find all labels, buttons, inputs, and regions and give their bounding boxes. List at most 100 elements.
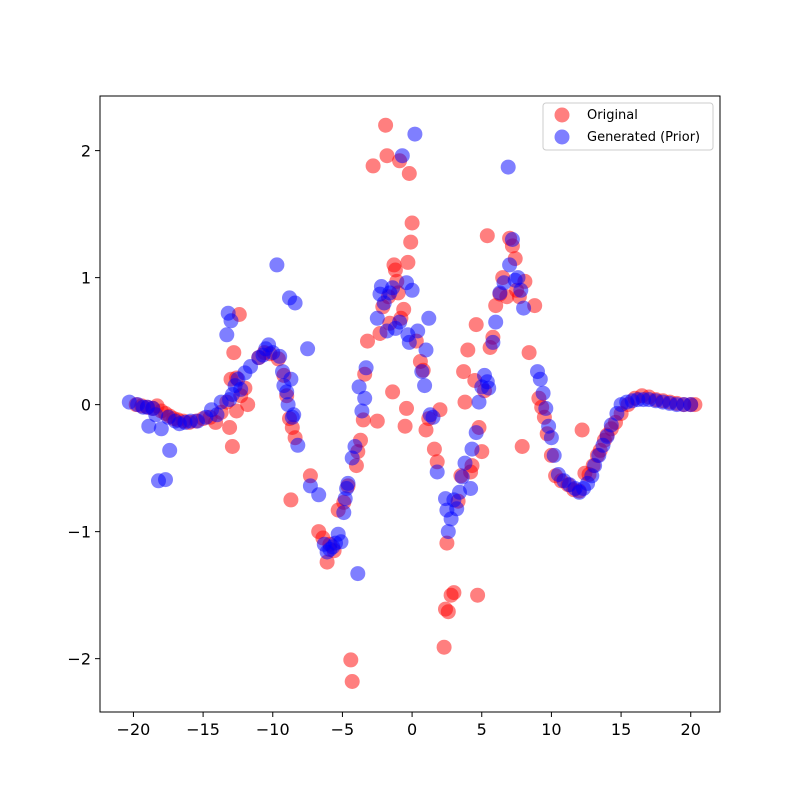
data-point bbox=[148, 407, 164, 423]
data-point bbox=[392, 314, 408, 330]
data-point bbox=[538, 400, 554, 416]
data-point bbox=[283, 492, 299, 508]
x-tick-label: −5 bbox=[331, 720, 355, 739]
data-point bbox=[414, 364, 430, 380]
x-tick-label: 5 bbox=[477, 720, 487, 739]
data-point bbox=[394, 148, 410, 164]
data-point bbox=[369, 310, 385, 326]
data-point bbox=[479, 228, 495, 244]
data-point bbox=[410, 323, 426, 339]
legend-box bbox=[542, 102, 714, 151]
data-point bbox=[343, 652, 359, 668]
data-point bbox=[532, 371, 548, 387]
data-point bbox=[226, 345, 242, 361]
x-tick-label: 10 bbox=[541, 720, 561, 739]
data-point bbox=[504, 232, 520, 247]
data-point bbox=[439, 535, 455, 551]
plot-frame bbox=[99, 95, 721, 713]
data-point bbox=[358, 360, 374, 376]
data-point bbox=[300, 341, 316, 357]
data-point bbox=[417, 378, 433, 394]
data-point bbox=[457, 455, 473, 471]
points-layer bbox=[121, 117, 703, 689]
data-point bbox=[535, 385, 551, 401]
data-point bbox=[407, 126, 423, 142]
data-point bbox=[599, 428, 615, 444]
data-point bbox=[369, 413, 385, 429]
data-point bbox=[229, 403, 244, 419]
data-point bbox=[400, 254, 416, 270]
data-point bbox=[347, 439, 363, 454]
data-point bbox=[457, 394, 473, 410]
data-point bbox=[344, 674, 360, 689]
x-tick-label: −20 bbox=[117, 720, 151, 739]
data-point bbox=[333, 534, 349, 550]
data-point bbox=[360, 333, 375, 349]
data-point bbox=[436, 639, 452, 655]
y-tick-label: 1 bbox=[81, 269, 91, 288]
data-point bbox=[454, 469, 470, 485]
data-point bbox=[344, 450, 360, 466]
data-point bbox=[502, 257, 518, 273]
data-point bbox=[421, 310, 437, 326]
data-point bbox=[233, 381, 249, 397]
y-tick-label: −2 bbox=[67, 650, 91, 669]
data-point bbox=[283, 371, 299, 387]
x-tick-label: 15 bbox=[611, 720, 631, 739]
data-point bbox=[209, 407, 225, 423]
legend-marker-generated bbox=[554, 129, 570, 145]
data-point bbox=[543, 430, 559, 446]
data-point bbox=[471, 394, 487, 410]
data-point bbox=[286, 407, 302, 423]
data-point bbox=[401, 166, 417, 181]
data-point bbox=[440, 604, 456, 620]
data-point bbox=[158, 472, 173, 488]
data-point bbox=[488, 298, 504, 314]
y-tick-label: −1 bbox=[67, 523, 91, 542]
legend-marker-original bbox=[554, 107, 570, 123]
legend-label-generated: Generated (Prior) bbox=[587, 130, 700, 145]
legend: Original Generated (Prior) bbox=[542, 102, 714, 151]
data-point bbox=[404, 282, 420, 298]
data-point bbox=[269, 257, 285, 273]
data-point bbox=[426, 441, 442, 457]
data-point bbox=[401, 334, 417, 350]
data-point bbox=[153, 421, 169, 437]
data-point bbox=[385, 280, 401, 296]
data-point bbox=[513, 282, 529, 298]
data-point bbox=[219, 327, 235, 343]
x-tick-label: −10 bbox=[256, 720, 290, 739]
data-point bbox=[470, 587, 486, 603]
data-point bbox=[516, 300, 532, 316]
data-point bbox=[141, 418, 157, 434]
data-point bbox=[272, 348, 288, 364]
data-point bbox=[468, 425, 484, 441]
data-point bbox=[365, 158, 381, 174]
data-point bbox=[350, 566, 366, 582]
data-point bbox=[311, 487, 327, 503]
data-point bbox=[222, 420, 238, 435]
data-point bbox=[463, 481, 479, 496]
data-point bbox=[351, 379, 367, 395]
data-point bbox=[224, 439, 240, 454]
data-point bbox=[460, 342, 476, 358]
data-point bbox=[456, 364, 472, 380]
x-tick-label: −15 bbox=[186, 720, 220, 739]
data-point bbox=[514, 439, 530, 454]
series-generated bbox=[121, 126, 699, 582]
data-point bbox=[336, 505, 352, 521]
data-point bbox=[396, 301, 412, 317]
legend-label-original: Original bbox=[587, 108, 638, 123]
data-point bbox=[464, 441, 480, 457]
data-point bbox=[378, 117, 394, 133]
data-point bbox=[683, 397, 699, 413]
y-tick-label: 0 bbox=[81, 396, 91, 415]
data-point bbox=[429, 464, 445, 480]
data-point bbox=[387, 262, 403, 278]
data-point bbox=[354, 403, 370, 419]
data-point bbox=[488, 314, 504, 330]
y-tick-label: 2 bbox=[81, 142, 91, 161]
data-point bbox=[223, 313, 239, 329]
